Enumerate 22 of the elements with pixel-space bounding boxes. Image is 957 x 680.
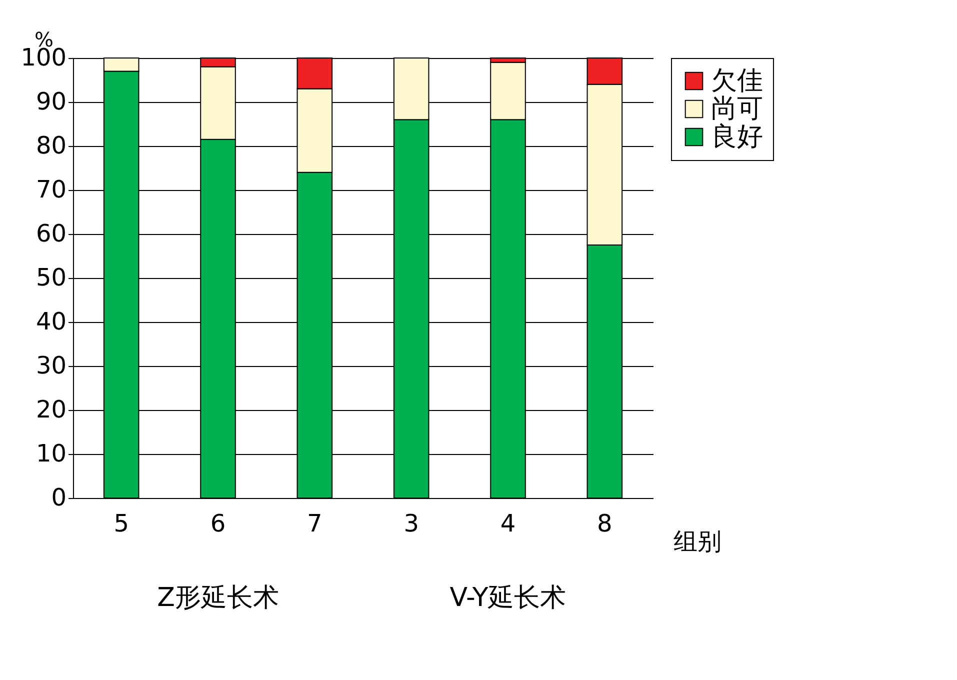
- y-tick-label: 50: [36, 264, 66, 292]
- x-axis-title: 组别: [674, 528, 722, 556]
- legend-label: 尚可: [711, 94, 763, 124]
- x-tick-label: 8: [597, 510, 612, 538]
- legend-label: 良好: [711, 122, 763, 152]
- y-tick-label: 10: [36, 440, 66, 468]
- y-tick-label: 80: [36, 132, 66, 160]
- text: Z形延长术: [157, 583, 279, 613]
- x-tick-label: 4: [500, 510, 516, 538]
- text: V-Y延长术: [450, 583, 566, 613]
- y-tick-label: 70: [36, 176, 66, 204]
- y-tick-label: 90: [36, 88, 66, 116]
- x-tick-label: 7: [307, 510, 322, 538]
- y-tick-label: 30: [36, 352, 66, 380]
- y-tick-label: 40: [36, 308, 66, 336]
- x-tick-label: 6: [210, 510, 226, 538]
- x-tick-label: 3: [404, 510, 419, 538]
- x-tick-label: 5: [114, 510, 129, 538]
- y-tick-label: 60: [36, 220, 66, 248]
- y-tick-label: 20: [36, 396, 66, 424]
- y-tick-label: 0: [51, 484, 66, 512]
- legend-label: 欠佳: [711, 66, 763, 96]
